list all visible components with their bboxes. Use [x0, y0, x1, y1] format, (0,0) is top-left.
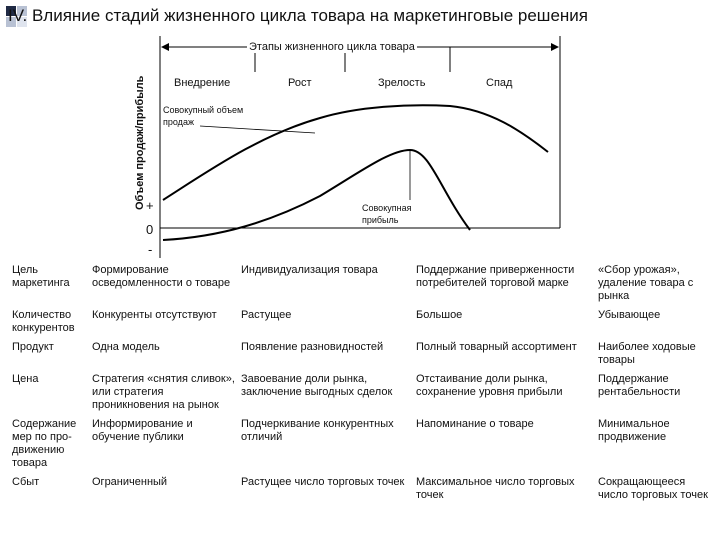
axis-zero: 0 [146, 222, 154, 237]
table-cell: «Сбор урожая», удаление товара с рынка [598, 264, 694, 302]
stages-arrow-left [161, 43, 169, 51]
row-label: Содержание мер по про-движению товара [12, 418, 77, 469]
table-cell: Отстаивание доли рынка, сохранение уровн… [416, 373, 563, 398]
axis-plus: + [146, 198, 154, 213]
table-cell: Минимальное продвижение [598, 418, 670, 443]
table-cell: Большое [416, 309, 463, 321]
row-label: Сбыт [12, 476, 40, 488]
table-cell: Ограниченный [92, 476, 168, 488]
profit-curve [162, 148, 471, 241]
table-row: Цель маркетинга Формирование осведомленно… [10, 262, 716, 307]
table-cell: Стратегия «снятия сливок», или стратегия… [92, 373, 235, 411]
slide-title: IV. Влияние стадий жизненного цикла това… [8, 6, 588, 25]
table-cell: Поддержание рентабельности [598, 373, 681, 398]
decor-square-light [6, 17, 16, 27]
table-cell: Растущее [241, 309, 292, 321]
table-cell: Информирование и обучение публики [92, 418, 193, 443]
table-cell: Формирование осведомленности о товаре [92, 264, 231, 289]
table-cell: Максимальное число торговых точек [416, 476, 575, 501]
table-cell: Растущее число торговых точек [241, 476, 405, 488]
table-cell: Напоминание о товаре [416, 418, 534, 430]
table-row: Цена Стратегия «снятия сливок», или страт… [10, 371, 716, 416]
y-axis-label: Объем продаж/прибыль [134, 75, 146, 210]
table-cell: Конкуренты отсутствуют [92, 309, 217, 321]
table-cell: Сокращающееся число торговых точек [598, 476, 708, 501]
stages-title: Этапы жизненного цикла товара [247, 41, 417, 53]
table-cell: Поддержание приверженности потребителей … [416, 264, 575, 289]
table-cell: Индивидуализация товара [241, 264, 378, 276]
table-row: Количество конкурентов Конкуренты отсутст… [10, 307, 716, 339]
row-label: Цель маркетинга [12, 264, 70, 289]
stage-label: Зрелость [378, 77, 426, 89]
stage-label: Внедрение [174, 77, 231, 89]
sales-leader [199, 125, 316, 134]
table-row: Сбыт Ограниченный Растущее число торговых … [10, 474, 716, 506]
table-cell: Появление разновидностей [241, 341, 384, 353]
table-row: Содержание мер по про-движению товара Инф… [10, 416, 716, 474]
sales-curve-label: Совокупный объем продаж [163, 105, 244, 127]
lifecycle-table: Цель маркетинга Формирование осведомленно… [10, 262, 716, 506]
row-label: Количество конкурентов [12, 309, 75, 334]
table-row: Продукт Одна модель Появление разновидност… [10, 339, 716, 371]
decor-square-light [17, 17, 27, 27]
decor-square-light [17, 6, 27, 16]
table-cell: Полный товарный ассортимент [416, 341, 577, 353]
table-cell: Наиболее ходовые товары [598, 341, 696, 366]
decor-square-dark [6, 6, 16, 16]
stages-arrow-right [551, 43, 559, 51]
row-label: Продукт [12, 341, 54, 353]
table-cell: Одна модель [92, 341, 160, 353]
table-cell: Убывающее [598, 309, 661, 321]
table-cell: Завоевание доли рынка, заключение выгодн… [241, 373, 393, 398]
stage-label: Рост [288, 77, 312, 89]
table-cell: Подчеркивание конкурентных отличий [241, 418, 394, 443]
sales-curve [162, 104, 549, 201]
row-label: Цена [12, 373, 39, 385]
axis-minus: - [148, 242, 153, 257]
stage-label: Спад [486, 77, 513, 89]
table-body: Цель маркетинга Формирование осведомленно… [10, 262, 716, 506]
lifecycle-diagram [159, 36, 561, 258]
profit-curve-label: Совокупная прибыль [362, 203, 412, 225]
